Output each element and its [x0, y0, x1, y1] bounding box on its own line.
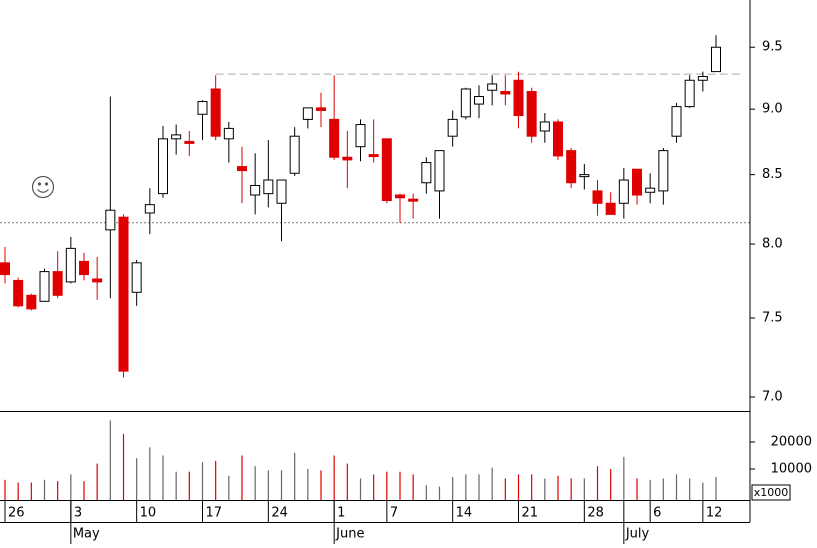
volume-tick-label: 20000: [771, 434, 812, 449]
x-tick-label: 21: [522, 506, 539, 521]
x-tick-label: 3: [74, 506, 82, 521]
candle-body: [474, 96, 484, 105]
candle-body: [553, 121, 563, 157]
candle-body: [250, 184, 261, 196]
x-tick-label: 28: [587, 506, 604, 521]
candle-body: [329, 118, 340, 158]
candle-body: [276, 179, 287, 204]
x-tick-label: 24: [271, 506, 288, 521]
candle-body: [526, 90, 537, 137]
candle-body: [263, 179, 274, 195]
candle-body: [342, 156, 353, 161]
candle-body: [223, 127, 234, 140]
candle-body: [395, 194, 405, 199]
candle-body: [13, 279, 24, 307]
candle-body: [632, 168, 642, 196]
candle-body: [92, 278, 103, 283]
candle-body: [460, 88, 471, 118]
x-tick-label: 26: [8, 506, 25, 521]
x-tick-label: 17: [206, 506, 223, 521]
candle-body: [487, 83, 498, 91]
x-tick-label: 7: [390, 506, 398, 521]
month-label: May: [73, 527, 100, 542]
candle-body: [210, 88, 221, 137]
candle-body: [0, 262, 10, 276]
candle-body: [355, 124, 366, 148]
candle-body: [289, 135, 300, 174]
candle-body: [316, 107, 326, 111]
smiley-icon: [31, 175, 55, 199]
y-tick-label: 8.0: [762, 237, 783, 252]
candle-body: [408, 198, 419, 202]
candle-body: [566, 150, 577, 184]
candle-body: [184, 140, 195, 144]
volume-tick-label: 10000: [771, 461, 812, 476]
candle-body: [421, 162, 432, 184]
candle-body: [671, 106, 682, 137]
x-tick-label: 6: [653, 506, 661, 521]
candle-body: [171, 134, 182, 140]
unit-box: [751, 484, 791, 501]
candle-body: [381, 138, 392, 202]
candle-body: [711, 46, 721, 73]
y-tick-label: 7.0: [762, 390, 783, 405]
candle-body: [158, 138, 168, 195]
candle-body: [579, 174, 590, 178]
candle-body: [52, 271, 63, 296]
candle-body: [539, 121, 550, 132]
candle-body: [684, 79, 695, 108]
candle-body: [434, 150, 445, 192]
y-tick-label: 7.5: [762, 310, 783, 325]
y-tick-label: 8.5: [762, 167, 783, 182]
x-tick-label: 12: [706, 506, 723, 521]
candle-body: [605, 202, 616, 215]
candle-body: [697, 76, 708, 81]
y-tick-label: 9.5: [762, 40, 783, 55]
candle-body: [65, 247, 76, 283]
candle-body: [144, 204, 155, 214]
candle-body: [26, 294, 37, 310]
candle-body: [368, 154, 379, 158]
volume-unit-label: x1000: [754, 486, 789, 499]
candle-body: [79, 260, 89, 276]
candle-body: [131, 262, 142, 293]
candle-body: [105, 209, 116, 231]
x-tick-label: 10: [140, 506, 157, 521]
candle-body: [513, 79, 524, 117]
x-tick-label: 14: [456, 506, 473, 521]
candle-body: [645, 187, 656, 193]
candle-body: [197, 101, 208, 115]
candle-body: [618, 179, 629, 204]
candle-body: [500, 90, 511, 95]
candle-body: [658, 150, 669, 192]
candle-body: [237, 166, 247, 172]
y-tick-label: 9.0: [762, 102, 783, 117]
candle-body: [302, 107, 313, 120]
candle-body: [118, 216, 129, 372]
candle-body: [592, 190, 603, 204]
month-label: June: [335, 527, 364, 542]
x-tick-label: 1: [337, 506, 345, 521]
month-label: July: [625, 527, 650, 542]
candle-body: [447, 118, 458, 137]
candle-body: [39, 271, 50, 302]
